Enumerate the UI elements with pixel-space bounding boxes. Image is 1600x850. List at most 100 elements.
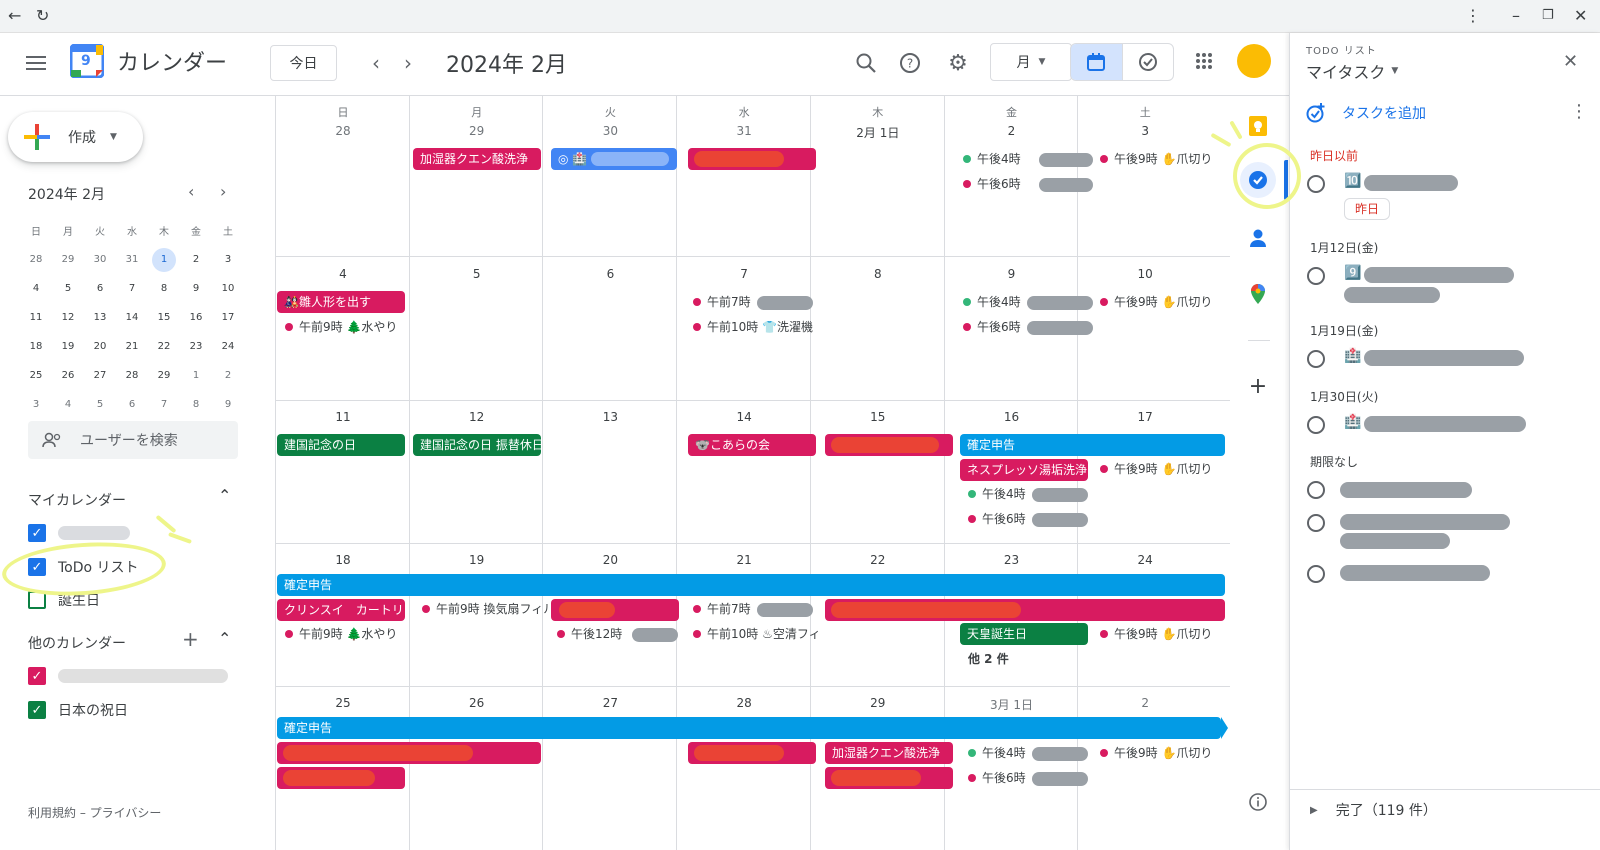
mini-day[interactable]: 22 <box>148 335 180 359</box>
timed-event[interactable]: 午後4時 <box>963 291 1091 313</box>
holiday-chip[interactable]: 建国記念の日 <box>277 434 405 456</box>
mini-day[interactable]: 10 <box>212 277 244 301</box>
timed-event[interactable]: 午後6時 <box>963 316 1091 338</box>
day-number[interactable]: 4 <box>339 267 347 281</box>
day-number[interactable]: 17 <box>1137 410 1153 424</box>
close-panel-icon[interactable]: ✕ <box>1563 51 1579 72</box>
keep-icon[interactable] <box>1240 108 1276 144</box>
mini-day[interactable]: 28 <box>20 248 52 272</box>
mini-day[interactable]: 23 <box>180 335 212 359</box>
day-number[interactable]: 22 <box>870 553 886 567</box>
mini-day[interactable]: 26 <box>52 364 84 388</box>
close-window-icon[interactable]: ✕ <box>1574 6 1588 25</box>
minimize-icon[interactable]: – <box>1512 6 1520 25</box>
timed-event[interactable]: 午前10時 ♨空清フィルター <box>693 623 819 645</box>
day-number[interactable]: 30 <box>602 124 619 138</box>
mini-day[interactable]: 20 <box>84 335 116 359</box>
tasks-view-button[interactable] <box>1121 44 1174 80</box>
mini-day[interactable]: 3 <box>20 393 52 417</box>
mini-day[interactable]: 17 <box>212 306 244 330</box>
timed-event[interactable]: 午後9時 ✋爪切り <box>1100 291 1228 313</box>
next-month-button[interactable]: › <box>404 51 412 75</box>
mini-prev-button[interactable]: ‹ <box>188 182 195 201</box>
checkbox-checked-icon[interactable]: ✓ <box>28 524 46 542</box>
day-number[interactable]: 12 <box>469 410 485 424</box>
mini-day[interactable]: 27 <box>84 364 116 388</box>
checkbox-unchecked-icon[interactable] <box>28 591 46 609</box>
maps-icon[interactable] <box>1240 276 1276 312</box>
mini-day[interactable]: 30 <box>84 248 116 272</box>
day-number[interactable]: 2 <box>1141 696 1149 710</box>
day-number[interactable]: 19 <box>469 553 485 567</box>
timed-event[interactable]: 午後12時 <box>557 623 685 645</box>
mini-day[interactable]: 16 <box>180 306 212 330</box>
add-task-button[interactable]: タスクを追加 <box>1306 103 1426 123</box>
calendar-item-holidays[interactable]: ✓ 日本の祝日 <box>28 700 128 720</box>
event-chip[interactable] <box>277 767 405 789</box>
mini-day[interactable]: 6 <box>116 393 148 417</box>
mini-day[interactable]: 4 <box>52 393 84 417</box>
holiday-chip[interactable]: 建国記念の日 振替休日 <box>413 434 541 456</box>
mini-day[interactable]: 14 <box>116 306 148 330</box>
day-number[interactable]: 15 <box>870 410 886 424</box>
search-icon[interactable] <box>852 49 880 77</box>
timed-event[interactable]: 午後6時 <box>968 508 1096 530</box>
mini-next-button[interactable]: › <box>220 182 227 201</box>
help-icon[interactable]: ? <box>896 49 924 77</box>
timed-event[interactable]: 午後9時 ✋爪切り <box>1100 148 1228 170</box>
today-button[interactable]: 今日 <box>270 45 337 81</box>
event-chip[interactable] <box>825 434 953 456</box>
day-number[interactable]: 21 <box>736 553 752 567</box>
day-number[interactable]: 24 <box>1137 553 1153 567</box>
mini-day[interactable]: 9 <box>212 393 244 417</box>
apps-grid-icon[interactable] <box>1192 49 1216 73</box>
day-number[interactable]: 28 <box>736 696 752 710</box>
event-chip[interactable]: 加湿器クエン酸洗浄 <box>413 148 541 170</box>
event-chip-multiday[interactable]: 確定申告 <box>277 717 1221 739</box>
day-number[interactable]: 18 <box>335 553 351 567</box>
add-calendar-icon[interactable]: + <box>182 627 199 651</box>
day-number[interactable]: 23 <box>1003 553 1020 567</box>
timed-event[interactable]: 午後9時 ✋爪切り <box>1100 458 1228 480</box>
task-complete-circle[interactable] <box>1307 267 1325 285</box>
day-number[interactable]: 3月 1日 <box>989 698 1034 712</box>
mini-day[interactable]: 2 <box>212 364 244 388</box>
day-number[interactable]: 6 <box>606 267 615 281</box>
day-number[interactable]: 2 <box>1007 124 1016 138</box>
due-date-chip[interactable]: 昨日 <box>1344 198 1391 220</box>
timed-event[interactable]: 午後6時 <box>968 767 1096 789</box>
day-number[interactable]: 11 <box>335 410 351 424</box>
calendar-item-birthdays[interactable]: 誕生日 <box>28 590 100 610</box>
day-number[interactable]: 9 <box>1007 267 1016 281</box>
view-select[interactable]: 月 ▼ <box>990 43 1072 81</box>
timed-event[interactable]: 午後4時 <box>963 148 1091 170</box>
main-menu-icon[interactable] <box>24 51 48 75</box>
event-chip[interactable] <box>688 742 816 764</box>
day-number[interactable]: 16 <box>1003 410 1020 424</box>
mini-day[interactable]: 15 <box>148 306 180 330</box>
event-chip[interactable]: クリンスイ カートリッジ <box>277 599 405 621</box>
reload-icon[interactable]: ↻ <box>36 6 50 25</box>
restore-icon[interactable]: ❐ <box>1542 8 1554 23</box>
task-list-selector[interactable]: マイタスク ▼ <box>1306 59 1398 83</box>
timed-event[interactable]: 午前10時 👕洗濯機 <box>693 316 819 338</box>
day-number[interactable]: 27 <box>602 696 619 710</box>
terms-privacy-link[interactable]: 利用規約 – プライバシー <box>28 806 162 820</box>
more-events-link[interactable]: 他 2 件 <box>968 652 1009 666</box>
mini-day[interactable]: 11 <box>20 306 52 330</box>
timed-event[interactable]: 午後6時 <box>963 173 1091 195</box>
collapse-chevron-icon[interactable]: ⌃ <box>218 629 232 648</box>
collapse-chevron-icon[interactable]: ⌃ <box>218 486 232 505</box>
event-chip[interactable] <box>825 767 953 789</box>
mini-day[interactable]: 7 <box>116 277 148 301</box>
timed-event[interactable]: 午前9時 換気扇フィルター <box>422 598 548 620</box>
event-chip[interactable]: 🎎雛人形を出す <box>277 291 405 313</box>
day-number[interactable]: 5 <box>472 267 481 281</box>
day-number[interactable]: 8 <box>873 267 882 281</box>
day-number[interactable]: 26 <box>469 696 485 710</box>
calendar-view-button[interactable] <box>1071 44 1122 80</box>
event-chip[interactable] <box>688 148 816 170</box>
mini-day[interactable]: 13 <box>84 306 116 330</box>
prev-month-button[interactable]: ‹ <box>372 51 380 75</box>
task-complete-circle[interactable] <box>1307 514 1325 532</box>
